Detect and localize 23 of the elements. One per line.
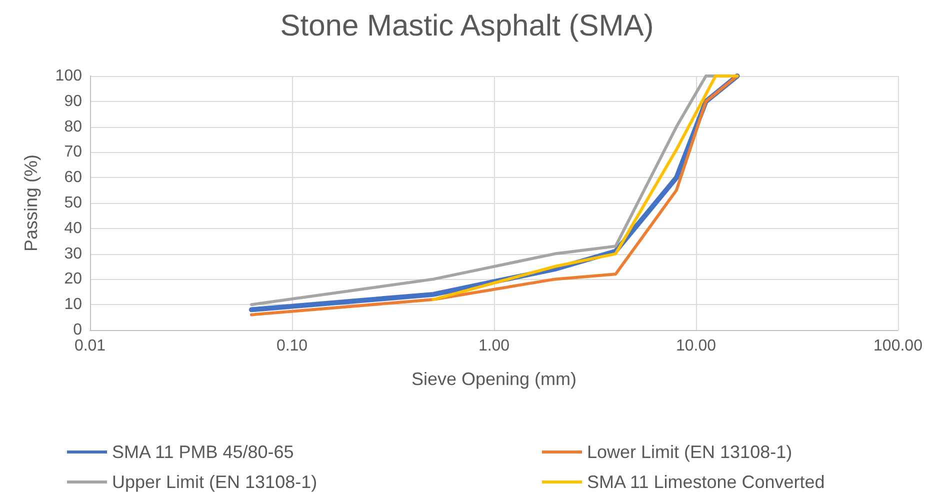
x-tick-label: 1.00 — [478, 338, 510, 354]
y-tick-label: 70 — [64, 144, 82, 161]
legend-label: SMA 11 PMB 45/80-65 — [112, 442, 294, 462]
y-tick-label: 40 — [64, 220, 82, 237]
x-tick-label: 0.10 — [276, 338, 308, 354]
y-tick-label: 20 — [64, 270, 82, 288]
y-tick-label: 100 — [55, 68, 82, 84]
x-tick-label: 0.01 — [74, 338, 106, 354]
y-tick-label: 10 — [64, 296, 82, 314]
y-tick-label: 30 — [64, 245, 82, 262]
y-tick-label: 50 — [64, 194, 82, 212]
legend-label: Lower Limit (EN 13108-1) — [587, 442, 792, 462]
y-tick-label: 60 — [64, 169, 82, 186]
legend-label: SMA 11 Limestone Converted — [587, 472, 825, 492]
legend-label: Upper Limit (EN 13108-1) — [112, 472, 318, 492]
y-axis-title: Passing (%) — [21, 154, 41, 252]
x-axis-title: Sieve Opening (mm) — [411, 369, 577, 389]
x-tick-label: 10.00 — [676, 338, 716, 354]
x-tick-label: 100.00 — [874, 338, 923, 354]
y-tick-label: 0 — [73, 322, 82, 338]
y-tick-label: 90 — [64, 92, 82, 110]
chart-title: Stone Mastic Asphalt (SMA) — [280, 10, 654, 42]
y-tick-label: 80 — [64, 118, 82, 136]
